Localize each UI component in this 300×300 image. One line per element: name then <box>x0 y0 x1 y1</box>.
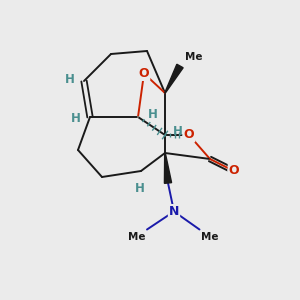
Circle shape <box>168 206 180 218</box>
Circle shape <box>228 165 240 177</box>
Text: O: O <box>229 164 239 178</box>
Text: H: H <box>71 112 81 125</box>
Text: H: H <box>148 107 158 121</box>
Text: H: H <box>172 125 182 138</box>
Polygon shape <box>165 64 183 93</box>
Text: H: H <box>135 182 144 194</box>
Text: Me: Me <box>184 52 202 62</box>
Text: O: O <box>184 128 194 142</box>
Circle shape <box>138 68 150 80</box>
Text: O: O <box>139 67 149 80</box>
Circle shape <box>183 129 195 141</box>
Text: N: N <box>169 205 179 218</box>
Text: Me: Me <box>201 232 218 242</box>
Polygon shape <box>164 153 172 183</box>
Text: Me: Me <box>128 232 146 242</box>
Text: H: H <box>64 73 74 86</box>
